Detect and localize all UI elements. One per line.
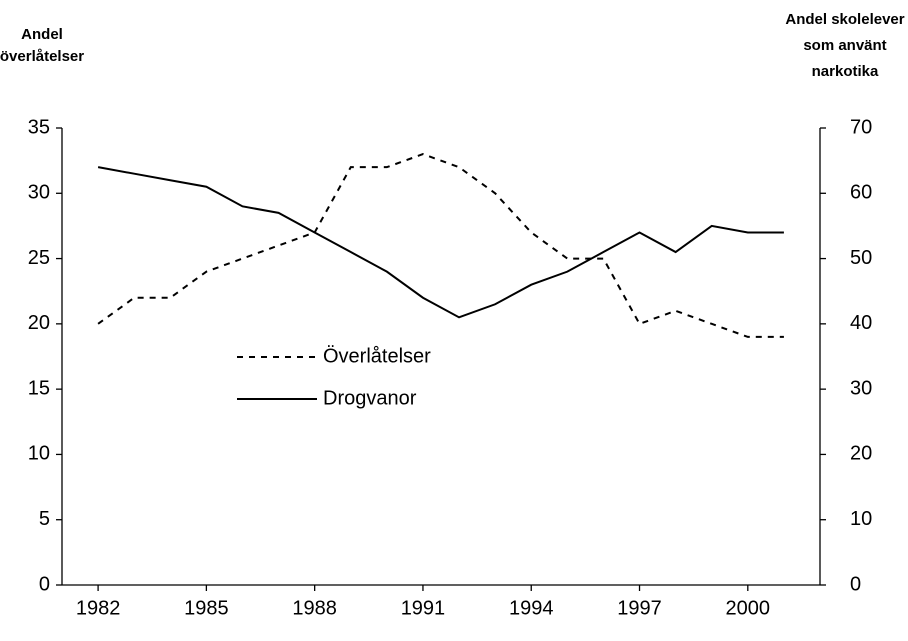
x-tick-label: 2000 [726,597,771,619]
y2-tick-label: 70 [850,116,872,138]
y2-tick-label: 0 [850,573,861,595]
y-tick-label: 20 [28,312,50,334]
y-tick-label: 30 [28,182,50,204]
y-tick-label: 10 [28,443,50,465]
y2-tick-label: 20 [850,443,872,465]
y2-tick-label: 10 [850,508,872,530]
x-tick-label: 1991 [401,597,446,619]
x-tick-label: 1997 [617,597,662,619]
line-series [97,153,784,338]
y-tick-label: 0 [39,573,50,595]
y-tick-label: 15 [28,377,50,399]
legend-label: Överlåtelser [323,345,431,367]
y2-tick-label: 30 [850,377,872,399]
y-tick-label: 5 [39,508,50,530]
y-tick-label: 25 [28,247,50,269]
y-axis-title: Andel [21,26,63,43]
y2-axis-title: som använt [803,37,886,54]
y2-axis-title: narkotika [812,63,879,80]
y2-axis-title: Andel skolelever [785,11,904,28]
y2-tick-label: 60 [850,182,872,204]
y2-tick-label: 40 [850,312,872,334]
x-tick-label: 1982 [76,597,121,619]
legend-label: Drogvanor [323,387,417,409]
line-series [97,166,784,319]
y-axis-title: överlåtelser [0,48,84,65]
x-tick-label: 1994 [509,597,554,619]
x-tick-label: 1988 [292,597,337,619]
y-tick-label: 35 [28,116,50,138]
y2-tick-label: 50 [850,247,872,269]
x-tick-label: 1985 [184,597,229,619]
